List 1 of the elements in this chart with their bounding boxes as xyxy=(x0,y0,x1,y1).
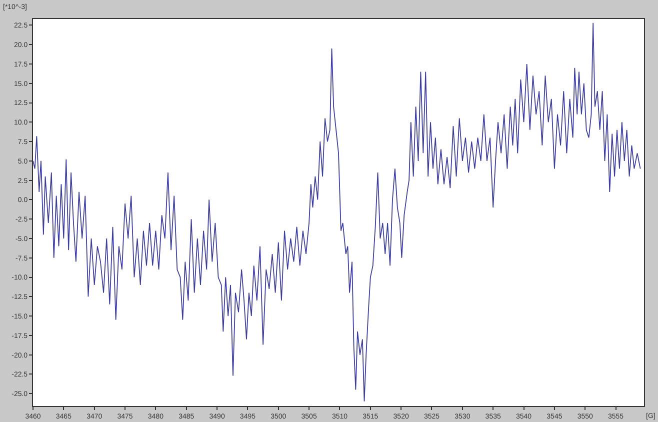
line-series xyxy=(33,22,641,402)
